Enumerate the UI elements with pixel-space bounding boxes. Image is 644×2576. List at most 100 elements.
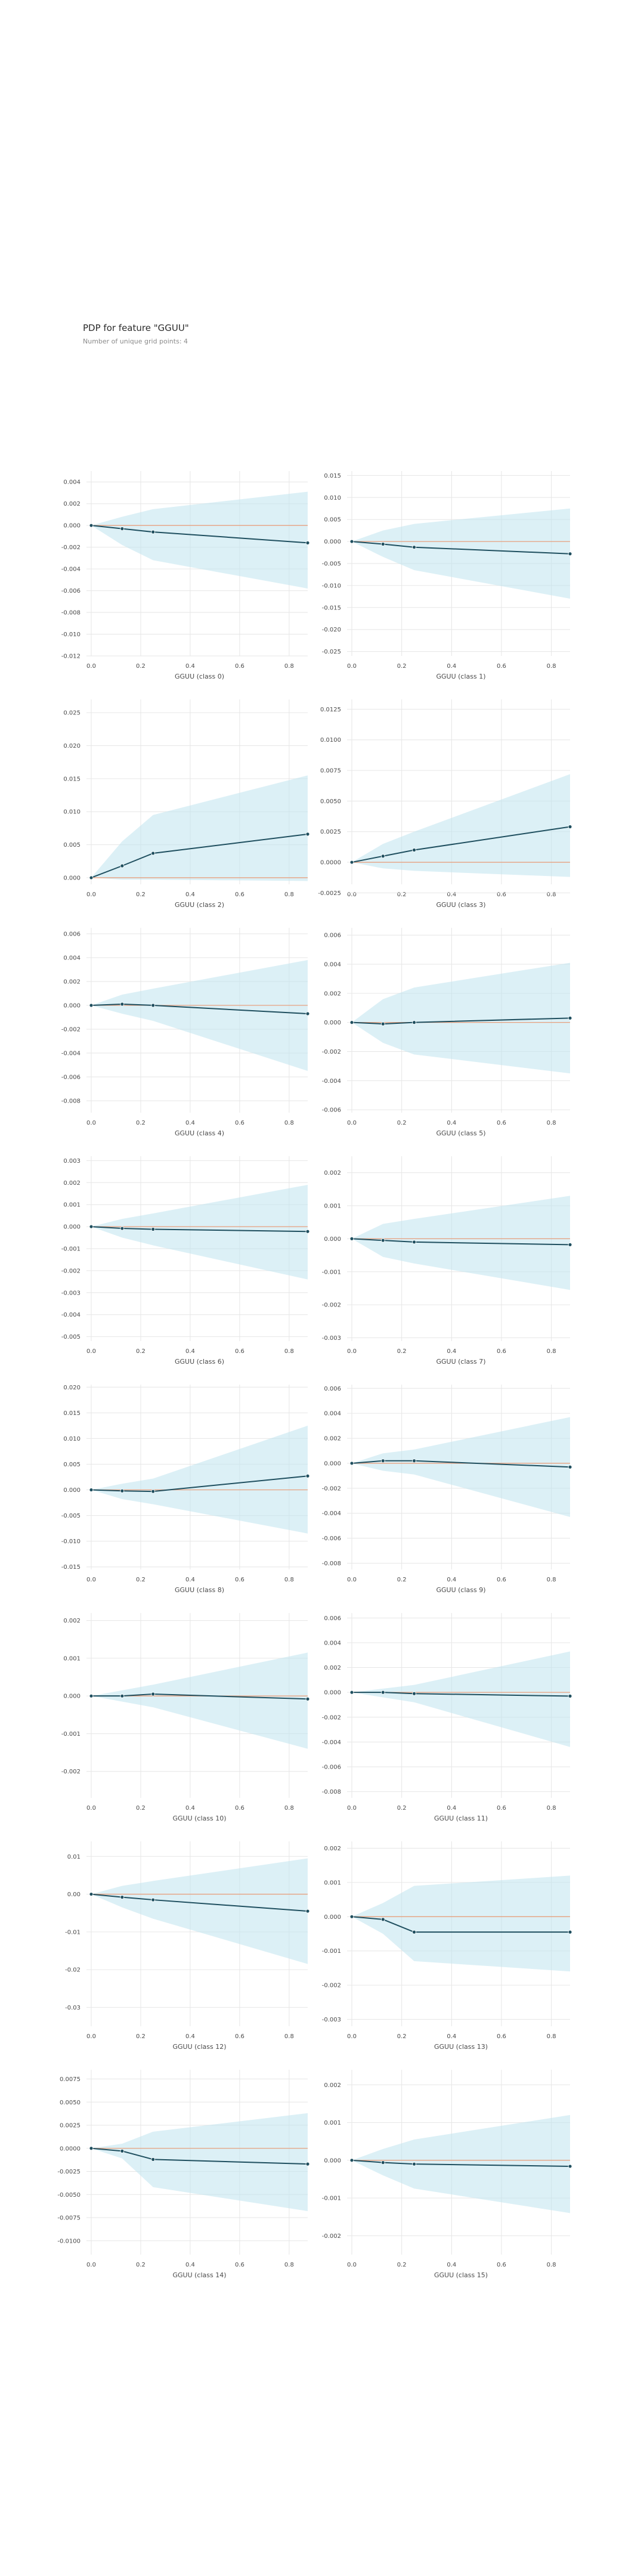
x-tick-label: 0.2 xyxy=(397,1577,407,1583)
x-tick-label: 0.6 xyxy=(497,2033,506,2040)
x-tick-label: 0.8 xyxy=(547,1120,556,1126)
x-tick-label: 0.2 xyxy=(397,2033,407,2040)
y-tick-label: -0.0025 xyxy=(318,890,341,897)
x-tick-label: 0.8 xyxy=(284,663,294,670)
y-tick-label: 0.002 xyxy=(324,1170,341,1176)
y-tick-label: 0.0000 xyxy=(60,2145,80,2152)
y-tick-label: 0.0050 xyxy=(60,2100,80,2106)
pdp-point xyxy=(568,1930,572,1934)
y-tick-label: 0.0025 xyxy=(320,829,341,835)
pdp-point xyxy=(151,1003,156,1008)
pdp-point xyxy=(151,1897,156,1902)
x-tick-label: 0.6 xyxy=(235,1577,244,1583)
pdp-chart-class-5: 0.0 0.2 0.4 0.6 0.8 0.006 0.004 0.002 0.000 -0.00… xyxy=(322,928,572,1137)
pdp-point xyxy=(412,2162,416,2166)
y-tick-label: -0.008 xyxy=(322,1561,341,1567)
x-tick-label: 0.8 xyxy=(284,2033,294,2040)
pdp-point xyxy=(380,2160,385,2165)
x-axis-label: GGUU (class 10) xyxy=(172,1815,226,1822)
x-tick-label: 0.0 xyxy=(347,891,357,898)
confidence-band xyxy=(91,1858,308,1964)
x-tick-label: 0.6 xyxy=(235,2262,244,2268)
pdp-point xyxy=(349,539,354,544)
x-tick-label: 0.0 xyxy=(86,1120,96,1126)
x-tick-label: 0.0 xyxy=(347,1120,357,1126)
y-tick-label: 0.000 xyxy=(63,1003,80,1010)
confidence-band xyxy=(352,1651,570,1747)
x-tick-label: 0.0 xyxy=(347,1577,357,1583)
page-subtitle: Number of unique grid points: 4 xyxy=(83,338,188,345)
y-tick-label: 0.004 xyxy=(324,1411,341,1417)
pdp-line xyxy=(91,1475,308,1493)
y-tick-label: 0.005 xyxy=(324,517,341,524)
pdp-line xyxy=(91,1226,308,1233)
pdp-point xyxy=(151,1489,156,1494)
y-tick-label: -0.015 xyxy=(61,1564,80,1571)
pdp-point xyxy=(568,1242,572,1247)
pdp-chart-class-13: 0.0 0.2 0.4 0.6 0.8 0.002 0.001 0.000 -0.001 -0.0… xyxy=(322,1841,572,2051)
x-axis-label: GGUU (class 1) xyxy=(436,673,485,680)
x-tick-label: 0.0 xyxy=(86,663,96,670)
pdp-point xyxy=(380,542,385,546)
pdp-chart-class-10: 0.0 0.2 0.4 0.6 0.8 0.002 0.001 0.000 -0.001 -0.0… xyxy=(61,1613,310,1822)
y-tick-label: 0.004 xyxy=(63,955,80,962)
pdp-point xyxy=(120,1488,125,1493)
y-tick-label: -0.0075 xyxy=(57,2215,80,2222)
y-tick-label: 0.001 xyxy=(63,1655,80,1662)
pdp-point xyxy=(89,1693,94,1698)
pdp-line xyxy=(351,1916,570,1933)
y-tick-label: -0.008 xyxy=(61,610,80,617)
confidence-band xyxy=(91,1652,308,1749)
pdp-point xyxy=(89,2146,94,2151)
pdp-point xyxy=(349,2158,354,2163)
y-tick-label: 0.020 xyxy=(63,1385,80,1391)
y-tick-label: 0.006 xyxy=(324,1386,341,1392)
y-tick-label: -0.002 xyxy=(61,1268,80,1274)
y-tick-label: -0.002 xyxy=(61,544,80,551)
pdp-point xyxy=(412,1691,416,1696)
pdp-point xyxy=(349,1236,354,1241)
pdp-point xyxy=(380,854,385,859)
y-tick-label: -0.001 xyxy=(322,1269,341,1275)
pdp-point xyxy=(120,1226,125,1231)
pdp-point xyxy=(349,1461,354,1466)
y-tick-label: -0.006 xyxy=(322,1535,341,1542)
y-tick-label: 0.005 xyxy=(63,1462,80,1468)
y-tick-label: -0.003 xyxy=(61,1290,80,1296)
y-tick-label: 0.0075 xyxy=(60,2076,80,2083)
pdp-point xyxy=(305,2162,310,2166)
y-tick-label: 0.0000 xyxy=(320,860,341,866)
x-axis-label: GGUU (class 15) xyxy=(434,2271,488,2279)
x-tick-label: 0.8 xyxy=(547,2262,556,2268)
page-title: PDP for feature "GGUU" xyxy=(83,323,189,333)
pdp-chart-class-3: 0.0 0.2 0.4 0.6 0.8 0.0125 0.0100 0.0075 0.0050 0… xyxy=(318,699,572,909)
y-tick-label: 0.015 xyxy=(63,776,80,782)
pdp-line xyxy=(352,1692,571,1697)
pdp-point xyxy=(305,1696,310,1701)
pdp-point xyxy=(380,1459,385,1463)
y-tick-label: -0.001 xyxy=(322,2196,341,2202)
y-tick-label: -0.0100 xyxy=(57,2238,80,2244)
pdp-chart-class-4: 0.0 0.2 0.4 0.6 0.8 0.006 0.004 0.002 0.000 -0.00… xyxy=(61,928,310,1137)
y-tick-label: 0.001 xyxy=(324,2120,341,2126)
y-tick-label: 0.000 xyxy=(63,523,80,530)
y-tick-label: 0.002 xyxy=(324,1665,341,1671)
x-tick-label: 0.6 xyxy=(497,1805,506,1812)
y-tick-label: -0.006 xyxy=(322,1107,341,1114)
y-tick-label: 0.015 xyxy=(324,473,341,479)
x-tick-label: 0.6 xyxy=(497,2262,506,2268)
pdp-point xyxy=(568,825,572,829)
x-tick-label: 0.6 xyxy=(235,2033,244,2040)
pdp-point xyxy=(151,530,156,534)
y-tick-label: -0.002 xyxy=(322,2233,341,2240)
pdp-line xyxy=(351,826,571,863)
y-tick-label: 0.002 xyxy=(63,1618,80,1624)
x-axis-label: GGUU (class 7) xyxy=(436,1358,485,1366)
pdp-point xyxy=(568,552,572,556)
y-tick-label: 0.002 xyxy=(63,501,80,507)
y-tick-label: -0.006 xyxy=(61,1075,80,1081)
y-tick-label: 0.002 xyxy=(324,1846,341,1852)
y-tick-label: -0.003 xyxy=(322,2017,341,2023)
y-tick-label: 0.000 xyxy=(324,1460,341,1467)
